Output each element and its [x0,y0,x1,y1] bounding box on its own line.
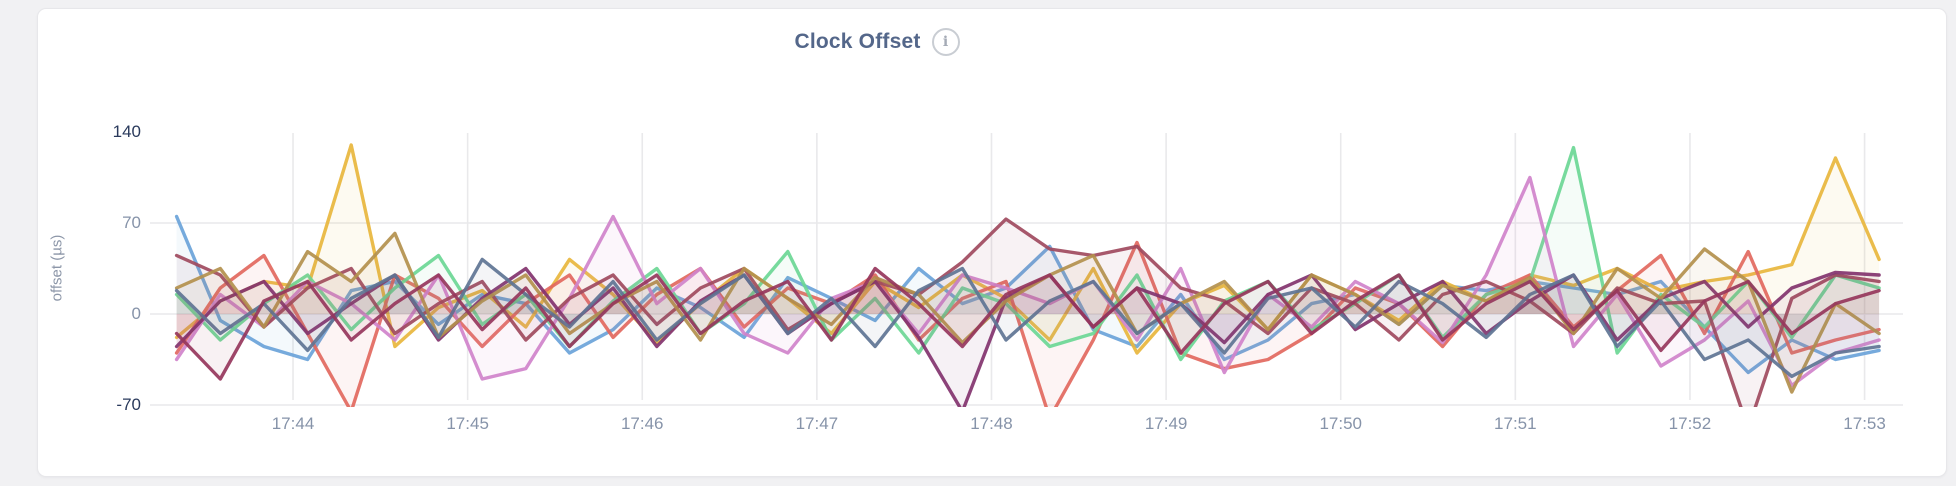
series-group [174,143,1881,407]
line-series-4 [174,145,1881,362]
line-series-5 [174,175,1881,388]
x-tick-label: 17:49 [1144,414,1188,433]
line-series-10 [174,266,1881,381]
area-series-2 [176,145,1880,353]
y-axis-title: offset (µs) [48,234,66,302]
x-tick-label: 17:51 [1494,414,1537,433]
x-tick-label: 17:50 [1319,414,1362,433]
x-tick-label: 17:44 [271,414,315,433]
area-series-6 [176,219,1880,407]
x-tick-label: 17:45 [446,414,489,433]
area-series-4 [176,147,1880,360]
info-icon[interactable]: i [931,28,960,56]
area-series-8 [176,233,1880,392]
area-series-5 [176,177,1880,386]
x-tick-label: 17:47 [795,414,839,433]
y-tick-label: 0 [131,304,141,323]
area-series-10 [176,268,1880,379]
line-series-1 [174,214,1881,375]
gridlines [150,133,1903,406]
area-series-7 [176,268,1880,407]
x-tick-label: 17:53 [1843,414,1886,433]
x-tick-label: 17:48 [970,414,1013,433]
y-tick-label: -70 [116,395,141,414]
y-tick-label: 140 [112,122,141,141]
x-tick-label: 17:46 [620,414,664,433]
chart-header: Clock Offset i [37,28,1717,56]
chart-title: Clock Offset [794,30,921,53]
area-series-9 [176,259,1880,377]
x-tick-label: 17:52 [1668,414,1712,433]
y-tick-label: 70 [122,213,141,232]
line-series-8 [174,231,1881,394]
